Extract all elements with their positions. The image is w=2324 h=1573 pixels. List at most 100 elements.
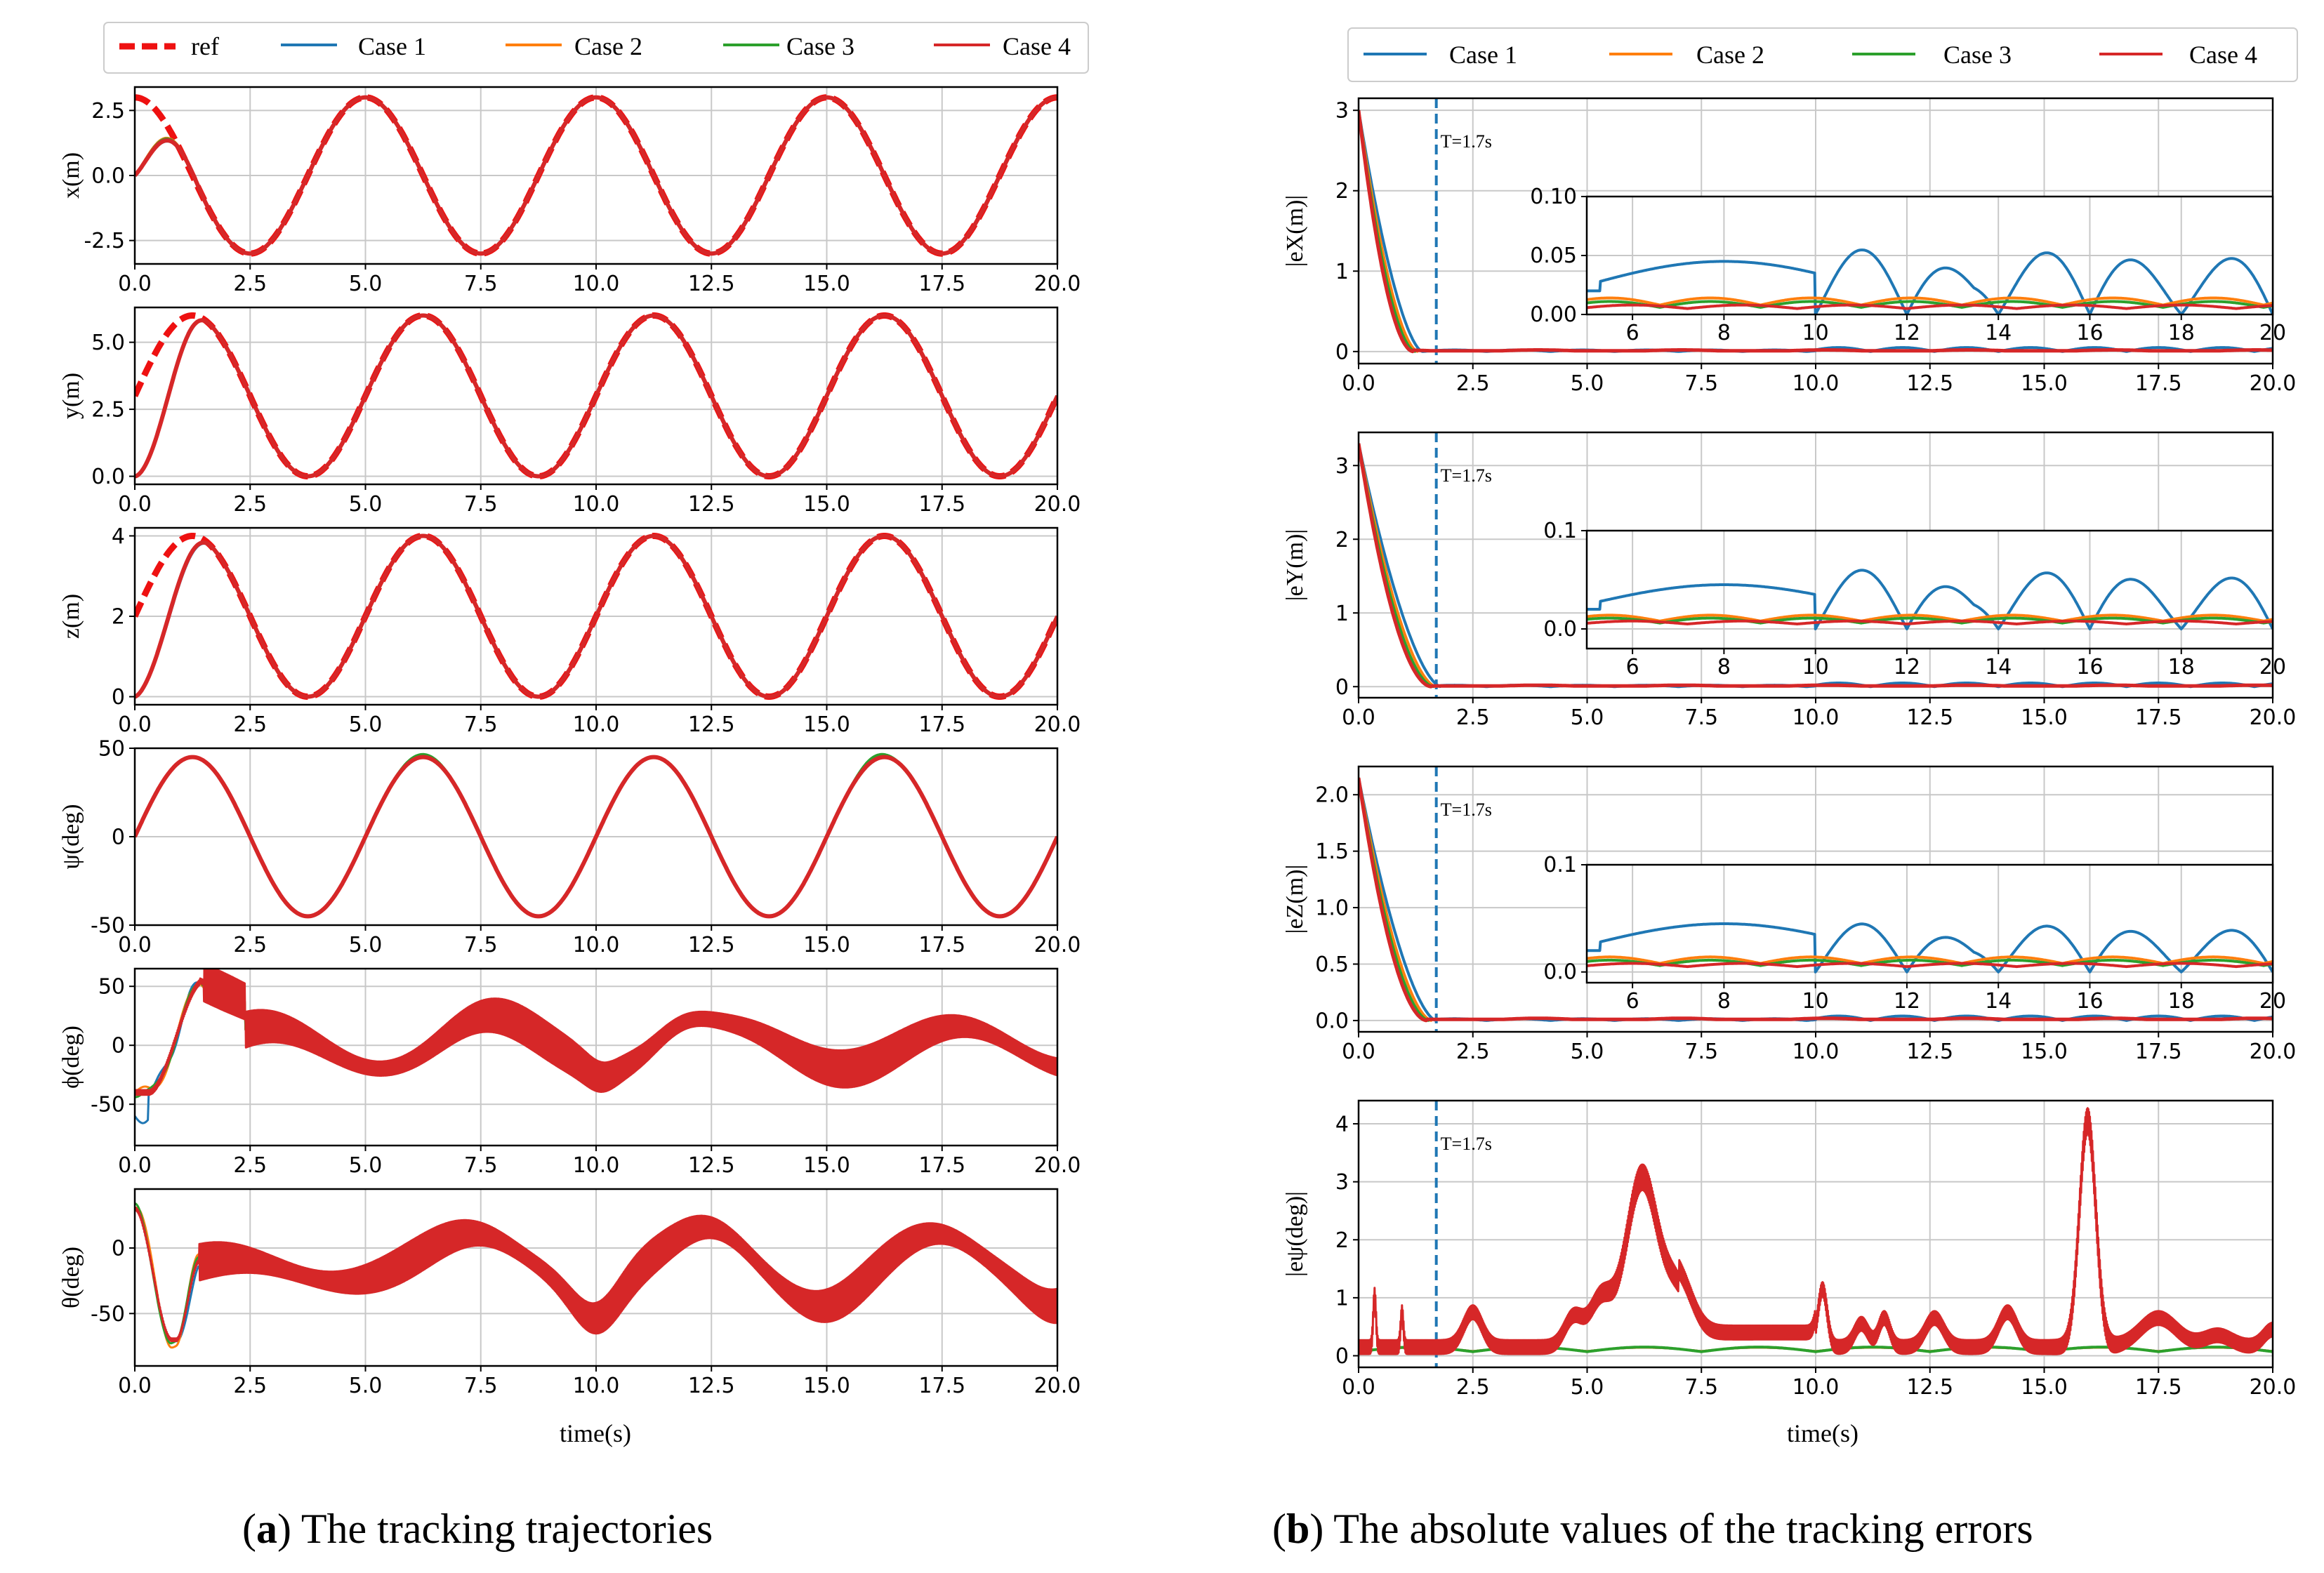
y-xtick-label: 5.0 [349,492,383,517]
x-panel: 0.0 2.5 5.0 7.5 10.0 12.5 15.0 17.5 20.0 -2.5 0.0 2… [58,86,1081,296]
ez-inset-xtick-label: 20 [2259,989,2286,1014]
ez-inset-xtick-label: 12 [1894,989,1920,1014]
z-xtick-label: 0.0 [118,712,152,737]
y-xtick-label: 7.5 [464,492,498,517]
theta-xtick-label: 12.5 [688,1374,735,1398]
x-ytick-label: 0.0 [91,164,125,189]
x-xtick-label: 0.0 [118,272,152,296]
legend-left-frame [103,22,1089,74]
ey-inset-xtick-label: 16 [2076,655,2103,679]
epsi-xtick-label: 10.0 [1792,1375,1840,1400]
ez-inset-xtick-label: 8 [1717,989,1731,1014]
ex-inset-xtick-label: 16 [2076,321,2103,345]
ez-ytick-label: 0.5 [1315,953,1349,977]
ex-inset-case1-line [1587,248,2273,314]
x-xtick-label: 15.0 [803,272,850,296]
ez-xtick-label: 7.5 [1684,1040,1718,1064]
ey-ytick-label: 3 [1335,454,1349,479]
left-xaxis-label: time(s) [560,1419,631,1447]
theta-case4-line [135,1206,1057,1342]
phi-xtick-label: 0.0 [118,1153,152,1178]
legend-left-case1-label: Case 1 [358,32,426,60]
psi-xtick-label: 20.0 [1034,933,1081,957]
ex-inset-xtick-label: 12 [1894,321,1920,345]
ex-inset-frame [1585,195,2274,316]
ez-inset-case4-line [1587,962,2273,969]
theta-ylabel: θ(deg) [58,1247,84,1308]
ey-inset-ytick-label: 0.0 [1543,617,1577,642]
caption-b-text: The absolute values of the tracking erro… [1333,1506,2033,1552]
ey-ytick-label: 2 [1335,528,1349,552]
psi-xtick-label: 10.0 [573,933,620,957]
ey-inset-xtick-label: 18 [2168,655,2195,679]
ey-inset-xtick-label: 6 [1626,655,1639,679]
ex-inset-xtick-label: 20 [2259,321,2286,345]
z-xtick-label: 17.5 [918,712,965,737]
z-xtick-label: 5.0 [349,712,383,737]
ez-xtick-label: 15.0 [2021,1040,2068,1064]
ez-inset-xtick-label: 6 [1626,989,1639,1014]
ex-xtick-label: 7.5 [1684,371,1718,396]
phi-xtick-label: 17.5 [918,1153,965,1178]
ey-inset-case1-line [1587,569,2273,630]
ey-inset-ytick-label: 0.1 [1543,519,1577,543]
ez-xtick-label: 2.5 [1456,1040,1490,1064]
caption-a: (a) The tracking trajectories [242,1506,713,1552]
ez-xtick-label: 5.0 [1571,1040,1604,1064]
phi-ytick-label: 0 [112,1034,125,1058]
ex-xtick-label: 5.0 [1571,371,1604,396]
ez-inset-xtick-label: 18 [2168,989,2195,1014]
ez-vline-annotation: T=1.7s [1441,799,1492,820]
ex-xtick-label: 2.5 [1456,371,1490,396]
caption-a-text: The tracking trajectories [301,1506,713,1552]
psi-xtick-label: 7.5 [464,933,498,957]
epsi-ytick-label: 1 [1335,1286,1349,1310]
theta-xtick-label: 10.0 [573,1374,620,1398]
ey-xtick-label: 2.5 [1456,705,1490,730]
ex-inset-xtick-label: 8 [1717,321,1731,345]
ez-inset-case2-line [1587,955,2273,965]
phi-frame [133,967,1059,1147]
phi-panel: 0.0 2.5 5.0 7.5 10.0 12.5 15.0 17.5 20.0 -50 0 50 ϕ(… [58,967,1081,1178]
epsi-xtick-label: 0.0 [1342,1375,1375,1400]
theta-ytick-label: 0 [112,1237,125,1261]
ez-inset-case1-line [1587,922,2273,974]
psi-xtick-label: 12.5 [688,933,735,957]
phi-xtick-label: 2.5 [233,1153,267,1178]
ex-inset-case4-line [1587,303,2273,310]
phi-xtick-label: 12.5 [688,1153,735,1178]
psi-xtick-label: 2.5 [233,933,267,957]
x-xtick-label: 2.5 [233,272,267,296]
theta-xtick-label: 20.0 [1034,1374,1081,1398]
ex-inset-panel: 6 8 10 12 14 16 18 20 0.00 0.05 0.10 [1530,185,2286,345]
z-xtick-label: 2.5 [233,712,267,737]
ex-xtick-label: 20.0 [2250,371,2297,396]
ex-ytick-label: 2 [1335,179,1349,204]
ey-ytick-label: 1 [1335,602,1349,626]
x-frame [133,86,1059,265]
z-case4-line [135,533,1057,699]
theta-frame [133,1188,1059,1367]
ey-inset-plot-area [1587,531,2273,649]
psi-ytick-label: -50 [91,914,125,938]
theta-xtick-label: 2.5 [233,1374,267,1398]
x-xtick-label: 20.0 [1034,272,1081,296]
theta-panel: 0.0 2.5 5.0 7.5 10.0 12.5 15.0 17.5 20.0 -50 0 θ(de… [58,1188,1081,1398]
legend-right-case3-label: Case 3 [1943,41,2012,69]
epsi-panel: 0.0 2.5 5.0 7.5 10.0 12.5 15.0 17.5 20.0 0 1 2 3 4 |eψ… [1282,1099,2296,1400]
theta-xtick-label: 17.5 [918,1374,965,1398]
y-xtick-label: 20.0 [1034,492,1081,517]
ey-ytick-label: 0 [1335,675,1349,700]
y-xtick-label: 2.5 [233,492,267,517]
psi-ytick-label: 50 [98,737,125,762]
legend-right-case2-label: Case 2 [1696,41,1764,69]
ex-inset-xtick-label: 6 [1626,321,1639,345]
ey-xtick-label: 0.0 [1342,705,1375,730]
ez-ylabel: |eZ(m)| [1282,865,1308,934]
ez-xtick-label: 17.5 [2135,1040,2182,1064]
right-xaxis-label: time(s) [1787,1419,1858,1447]
legend-right-case1-label: Case 1 [1449,41,1517,69]
ex-xtick-label: 17.5 [2135,371,2182,396]
ez-xtick-label: 10.0 [1792,1040,1840,1064]
ey-inset-case4-line [1587,619,2273,625]
